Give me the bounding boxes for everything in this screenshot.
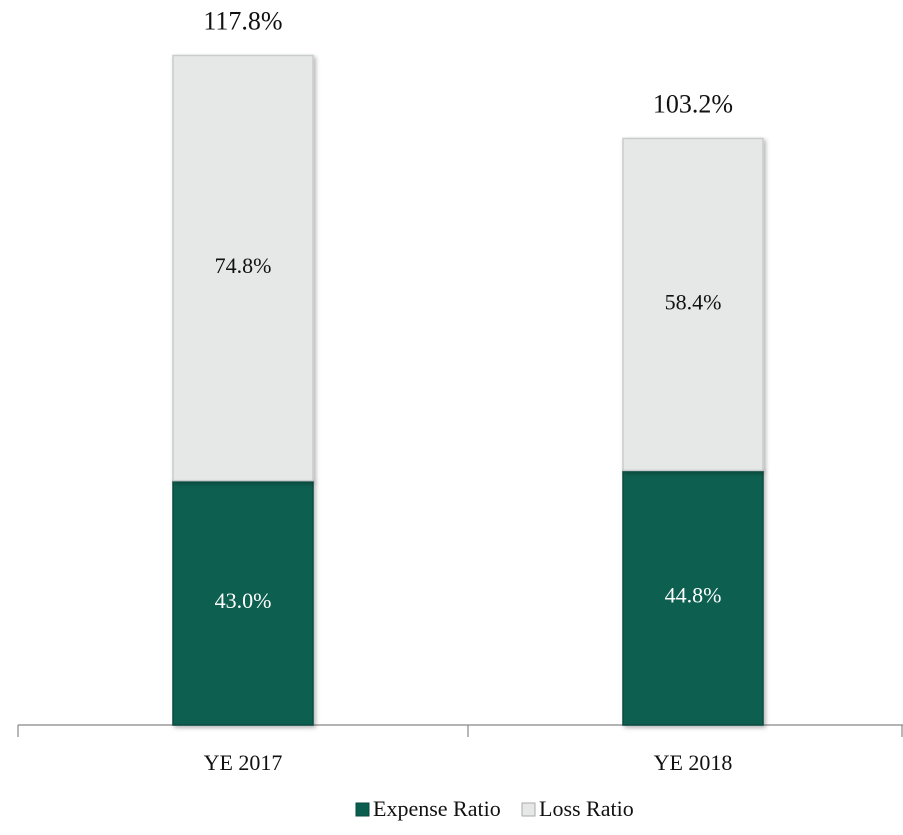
legend-marker: [521, 802, 536, 817]
legend-label: Expense Ratio: [373, 796, 501, 821]
value-label: 43.0%: [215, 588, 272, 613]
x-tick-label: YE 2017: [204, 750, 283, 775]
x-tick-label: YE 2018: [654, 750, 733, 775]
legend-label: Loss Ratio: [539, 796, 634, 821]
total-label: 117.8%: [203, 6, 282, 35]
value-label: 44.8%: [665, 583, 722, 608]
value-label: 58.4%: [665, 289, 722, 314]
bar-segment: [172, 54, 314, 482]
bar-segment: [622, 469, 764, 726]
bar-segment: [622, 137, 764, 472]
total-label: 103.2%: [653, 89, 733, 118]
value-label: 74.8%: [215, 253, 272, 278]
legend-marker: [355, 802, 370, 817]
bar-segment: [172, 479, 314, 726]
